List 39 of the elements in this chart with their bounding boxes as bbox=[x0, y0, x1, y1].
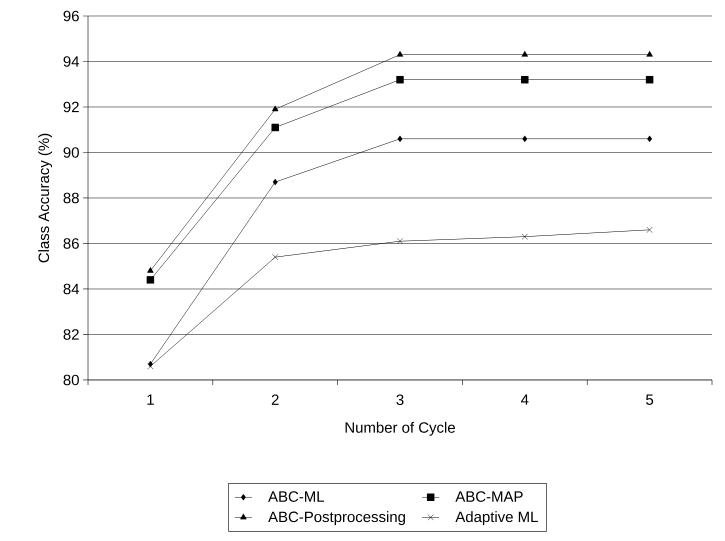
point bbox=[522, 136, 528, 142]
point bbox=[646, 226, 653, 233]
point bbox=[521, 76, 529, 84]
y-tick-label: 80 bbox=[64, 374, 79, 386]
point bbox=[646, 76, 654, 84]
point bbox=[396, 76, 404, 84]
point bbox=[522, 50, 528, 57]
point bbox=[272, 254, 278, 260]
point bbox=[396, 50, 404, 57]
y-tick-label: 96 bbox=[64, 10, 79, 22]
y-axis-title: Class Accuracy (%) bbox=[38, 134, 52, 262]
point bbox=[272, 178, 278, 186]
point bbox=[146, 276, 154, 284]
y-tick-label: 92 bbox=[64, 102, 79, 112]
x-axis-title: Number of Cycle bbox=[346, 422, 455, 436]
point bbox=[396, 238, 404, 244]
point bbox=[647, 136, 652, 142]
point bbox=[271, 124, 279, 132]
legend-label: ABC-Postprocessing bbox=[268, 511, 405, 526]
y-tick-label: 88 bbox=[64, 192, 79, 204]
point bbox=[398, 136, 402, 142]
point bbox=[147, 267, 154, 273]
legend-label: ABC-MAP bbox=[455, 491, 523, 502]
x-tick-label: 2 bbox=[272, 394, 279, 405]
point bbox=[522, 234, 528, 240]
legend-label: Adaptive ML bbox=[455, 511, 538, 526]
x-tick-label: 3 bbox=[396, 394, 404, 406]
x-tick-label: 4 bbox=[520, 394, 529, 405]
y-tick-label: 84 bbox=[64, 284, 80, 294]
legend-label: ABC-ML bbox=[268, 491, 324, 502]
point bbox=[646, 50, 653, 57]
y-tick-label: 94 bbox=[64, 56, 80, 67]
y-tick-label: 82 bbox=[64, 329, 79, 340]
point bbox=[147, 363, 154, 370]
x-tick-label: 5 bbox=[646, 394, 654, 405]
y-tick-label: 90 bbox=[64, 147, 79, 158]
point bbox=[272, 106, 278, 112]
x-tick-label: 1 bbox=[147, 394, 154, 405]
y-tick-label: 86 bbox=[64, 238, 79, 249]
